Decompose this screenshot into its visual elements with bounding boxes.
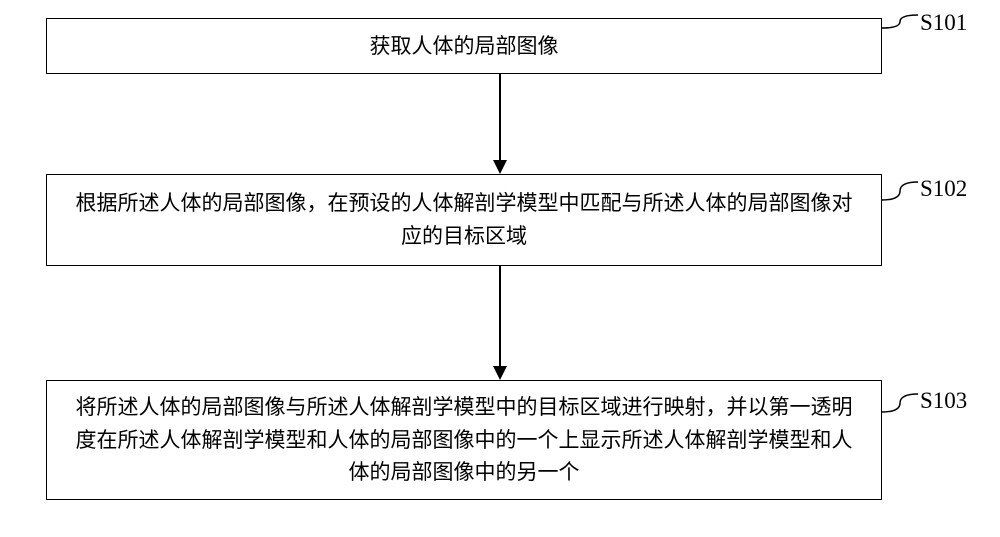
step-text: 将所述人体的局部图像与所述人体解剖学模型中的目标区域进行映射，并以第一透明度在所… [67, 391, 861, 489]
step-text: 获取人体的局部图像 [370, 30, 559, 63]
step-text: 根据所述人体的局部图像，在预设的人体解剖学模型中匹配与所述人体的局部图像对应的目… [67, 187, 861, 252]
flowchart-arrow [46, 266, 954, 380]
step-label-s103: S103 [920, 388, 967, 414]
flowchart-step-s103: 将所述人体的局部图像与所述人体解剖学模型中的目标区域进行映射，并以第一透明度在所… [46, 380, 882, 500]
step-label-s101: S101 [920, 10, 967, 36]
flowchart-step-s101: 获取人体的局部图像 [46, 18, 882, 74]
flowchart-step-s102: 根据所述人体的局部图像，在预设的人体解剖学模型中匹配与所述人体的局部图像对应的目… [46, 174, 882, 266]
step-label-s102: S102 [920, 176, 967, 202]
flowchart-arrow [46, 74, 954, 174]
flowchart-container: 获取人体的局部图像 根据所述人体的局部图像，在预设的人体解剖学模型中匹配与所述人… [46, 18, 954, 500]
